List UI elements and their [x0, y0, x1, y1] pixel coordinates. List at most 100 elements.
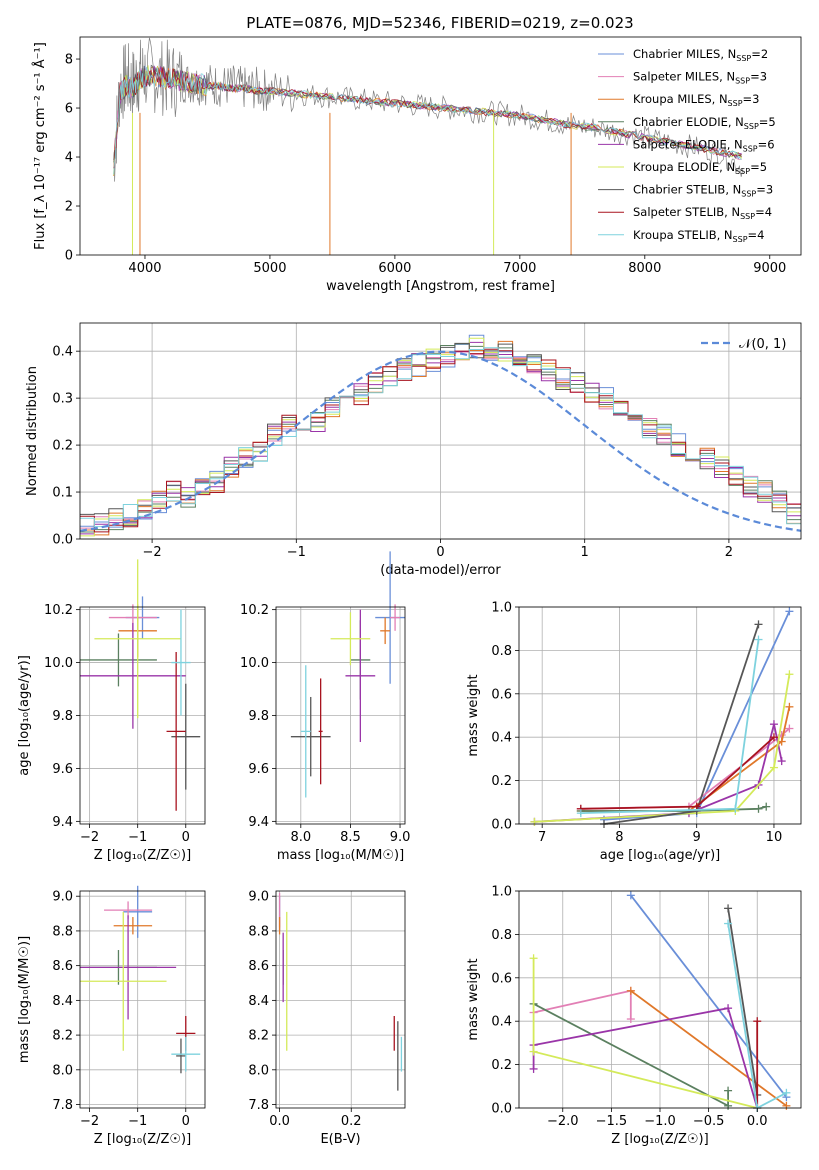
weight-Z-panel: −2.0 −1.5 −1.0 −0.5 0.0 0.0 0.2 0.4 0.6 0.8 1.0 Z […: [466, 885, 802, 1147]
residual-legend: 𝒩(0, 1): [701, 337, 786, 352]
y-tick-label: 8.8: [248, 924, 269, 939]
y-tick-label: 0: [65, 249, 73, 264]
y-tick-label: 0.8: [491, 928, 512, 943]
legend-value: =3: [756, 183, 773, 197]
y-tick-label: 7.8: [52, 1098, 73, 1113]
age-Z-plot-area: [80, 559, 201, 811]
weight-age-plot-area: [530, 607, 794, 828]
y-tick-label: 0.4: [52, 345, 73, 360]
y-tick-label: 0.4: [491, 1015, 512, 1030]
x-tick-label: 0.0: [747, 1114, 768, 1129]
residual-histogram: [80, 341, 801, 535]
residual-histogram: [80, 340, 801, 536]
y-tick-label: 9.0: [248, 890, 269, 905]
y-tick-label: 8.6: [248, 959, 269, 974]
errorbar-point: [290, 696, 331, 777]
mass-Z-x-axis-label: Z [log₁₀(Z/Z☉)]: [94, 1132, 191, 1147]
y-tick-label: 1.0: [491, 885, 512, 900]
residual-histogram: [80, 347, 801, 528]
y-tick-label: 0.2: [491, 1058, 512, 1073]
weight-line: [630, 894, 788, 1098]
mass-ebv-frame: [275, 890, 406, 1109]
spectrum-plot-area: [113, 37, 744, 255]
weight-line: [580, 639, 760, 814]
legend-label: Salpeter MILES, N: [633, 70, 735, 84]
errorbar-point: [113, 917, 153, 935]
spectrum-x-axis-label: wavelength [Angstrom, rest frame]: [326, 279, 555, 294]
x-tick-label: 4000: [128, 261, 161, 276]
weight-Z-y-axis-label: mass weight: [466, 958, 481, 1040]
x-tick-label: 1: [581, 545, 589, 560]
weight-age-y-axis-label: mass weight: [466, 674, 481, 756]
y-tick-label: 8.0: [248, 1063, 269, 1078]
x-tick-label: −1.5: [596, 1114, 628, 1129]
age-mass-x-axis-label: mass [log₁₀(M/M☉)]: [277, 848, 404, 863]
y-tick-label: 10.2: [240, 603, 269, 618]
legend-label: Chabrier ELODIE, N: [633, 115, 744, 129]
residual-histogram: [80, 334, 801, 528]
legend-value: =5: [759, 115, 776, 129]
mass-Z-frame: [79, 890, 206, 1109]
x-tick-label: 7: [538, 830, 546, 845]
y-tick-label: 8.4: [52, 994, 73, 1009]
y-tick-label: 0.8: [491, 644, 512, 659]
weight-age-panel: 7 8 9 10 0.0 0.2 0.4 0.6 0.8 1.0 age [log₁₀(age/yr…: [466, 601, 802, 863]
weight-age-x-axis-label: age [log₁₀(age/yr)]: [600, 848, 721, 863]
weight-line: [534, 674, 791, 823]
legend-entry: Salpeter MILES, NSSP=3: [633, 70, 767, 86]
legend-subscript: SSP: [735, 77, 750, 86]
x-tick-label: 9: [693, 830, 701, 845]
x-tick-label: 8000: [628, 261, 661, 276]
weight-series: [529, 986, 635, 1024]
y-tick-label: 8.8: [52, 924, 73, 939]
weight-line: [727, 908, 759, 1096]
legend-label: Chabrier MILES, N: [633, 47, 736, 61]
x-tick-label: −1: [128, 830, 147, 845]
y-tick-label: 9.6: [52, 762, 73, 777]
x-tick-label: 0.0: [269, 1114, 290, 1129]
errorbar-point: [94, 559, 181, 719]
y-tick-label: 4: [65, 151, 73, 166]
residuals-plot-area: [79, 334, 802, 537]
y-tick-label: 1.0: [491, 601, 512, 616]
x-tick-label: −2: [80, 830, 99, 845]
legend-subscript: SSP: [743, 144, 758, 153]
x-tick-label: 0: [182, 1114, 190, 1129]
mass-Z-panel: −2 −1 0 7.8 8.0 8.2 8.4 8.6 8.8 9.0 Z [log₁₀(Z/Z☉)…: [17, 885, 206, 1147]
x-tick-label: 0.2: [341, 1114, 362, 1129]
errorbar-point: [300, 665, 311, 798]
errorbar-point: [80, 622, 186, 729]
x-tick-label: 8.0: [290, 830, 311, 845]
y-tick-label: 9.0: [52, 890, 73, 905]
legend-entry: Chabrier STELIB, NSSP=3: [633, 183, 773, 199]
x-tick-label: −2: [143, 545, 162, 560]
legend-label: 𝒩(0, 1): [739, 337, 786, 352]
legend-value: =3: [743, 92, 760, 106]
legend-subscript: SSP: [744, 122, 759, 131]
y-tick-label: 9.4: [248, 815, 269, 830]
weight-line: [580, 727, 790, 810]
weight-line: [533, 989, 632, 1019]
weight-line: [532, 958, 758, 1109]
legend-subscript: SSP: [740, 212, 755, 221]
y-tick-label: 8.2: [248, 1029, 269, 1044]
model-spectrum-line: [113, 67, 742, 175]
y-tick-label: 0.6: [491, 687, 512, 702]
x-tick-label: 0: [182, 830, 190, 845]
errorbar-point: [171, 1036, 201, 1072]
y-tick-label: 7.8: [248, 1098, 269, 1113]
weight-series: [576, 733, 778, 813]
legend-label: Salpeter STELIB, N: [633, 205, 740, 219]
y-tick-label: 0.2: [491, 774, 512, 789]
legend-entry: Salpeter ELODIE, NSSP=6: [633, 137, 775, 153]
x-tick-label: 6000: [378, 261, 411, 276]
weight-line: [580, 706, 791, 812]
legend-subscript: SSP: [733, 235, 748, 244]
y-tick-label: 0.6: [491, 971, 512, 986]
y-tick-label: 0.1: [52, 486, 73, 501]
x-tick-label: 5000: [253, 261, 286, 276]
y-tick-label: 8.0: [52, 1063, 73, 1078]
legend-entry: Chabrier MILES, NSSP=2: [633, 47, 768, 63]
